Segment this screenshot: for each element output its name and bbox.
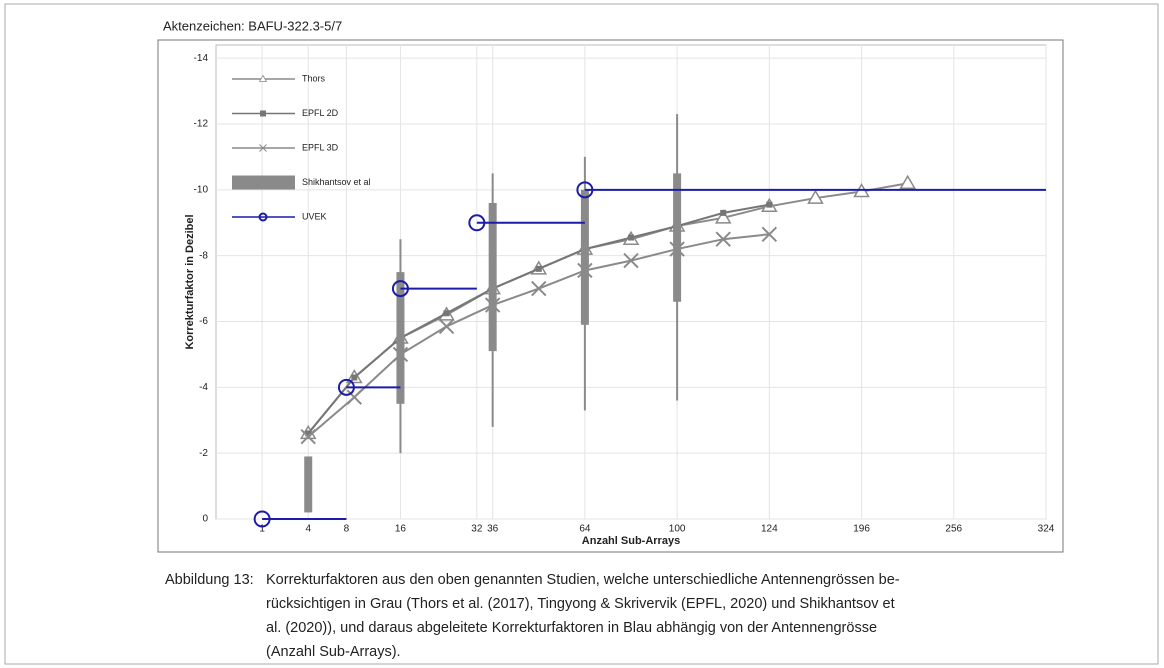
legend-marker	[258, 212, 268, 222]
box	[580, 189, 589, 325]
legend-entry: Thors	[232, 73, 326, 83]
x-axis-label: Anzahl Sub-Arrays	[582, 535, 680, 547]
y-tick-label: -2	[199, 448, 208, 459]
y-tick-label: -10	[194, 184, 209, 195]
marker	[720, 209, 727, 216]
page-border	[4, 3, 1159, 665]
marker	[305, 430, 312, 437]
caption-line: al. (2020)), und daraus abgeleitete Korr…	[266, 620, 877, 636]
x-tick-label: 4	[305, 524, 311, 535]
y-tick-label: -8	[199, 250, 208, 261]
y-tick-label: -12	[194, 119, 209, 130]
legend-entry: UVEK	[232, 211, 327, 222]
y-tick-label: -6	[199, 316, 208, 327]
legend-entry: Shikhantsov et al	[232, 175, 371, 190]
legend-entry: EPFL 2D	[232, 108, 339, 118]
x-tick-label: 100	[669, 524, 686, 535]
marker	[300, 429, 316, 445]
x-tick-label: 36	[487, 524, 499, 535]
y-tick-label: 0	[202, 514, 208, 525]
marker	[438, 318, 455, 335]
x-tick-label: 196	[853, 524, 870, 535]
x-tick-label: 124	[761, 524, 778, 535]
marker	[346, 389, 363, 405]
x-tick-label: 256	[945, 524, 962, 535]
marker	[337, 378, 355, 396]
x-tick-label: 1	[259, 524, 265, 535]
legend-swatch	[232, 175, 295, 190]
header-title: Aktenzeichen: BAFU-322.3-5/7	[163, 18, 342, 33]
box	[488, 203, 497, 352]
marker	[715, 231, 731, 247]
marker	[766, 201, 773, 208]
marker	[623, 252, 639, 269]
caption-line: rücksichtigen in Grau (Thors et al. (201…	[266, 596, 895, 612]
caption-line: (Anzahl Sub-Arrays).	[266, 644, 401, 660]
legend-label: Shikhantsov et al	[302, 177, 371, 187]
marker	[535, 265, 542, 272]
marker	[443, 310, 450, 317]
caption-line: Korrekturfaktoren aus den oben genannten…	[266, 572, 900, 588]
legend-label: EPFL 3D	[302, 142, 339, 152]
marker	[253, 510, 271, 528]
caption-label: Abbildung 13:	[165, 572, 254, 588]
marker	[576, 181, 594, 199]
legend-marker	[259, 144, 267, 152]
x-tick-label: 8	[344, 524, 350, 535]
y-axis-label: Korrekturfaktor in Dezibel	[184, 214, 196, 349]
box	[396, 272, 405, 404]
legend-marker	[260, 110, 266, 117]
marker	[899, 174, 916, 189]
legend-label: UVEK	[302, 211, 327, 221]
x-tick-label: 16	[395, 524, 407, 535]
marker	[468, 214, 486, 232]
legend-label: Thors	[302, 73, 326, 83]
x-tick-label: 64	[579, 524, 591, 535]
y-tick-label: -4	[199, 382, 208, 393]
plot-area	[215, 44, 1047, 520]
marker	[391, 280, 409, 298]
box	[304, 456, 313, 513]
box	[673, 173, 682, 302]
x-tick-label: 32	[471, 524, 483, 535]
marker	[761, 226, 778, 242]
marker	[807, 189, 824, 204]
marker	[531, 280, 547, 297]
y-tick-label: -14	[194, 53, 209, 64]
marker	[628, 234, 634, 241]
marker	[351, 374, 358, 381]
marker	[714, 209, 732, 224]
legend-marker	[258, 74, 268, 82]
legend-entry: EPFL 3D	[232, 142, 339, 152]
x-tick-label: 324	[1038, 524, 1055, 535]
legend-label: EPFL 2D	[302, 108, 339, 118]
